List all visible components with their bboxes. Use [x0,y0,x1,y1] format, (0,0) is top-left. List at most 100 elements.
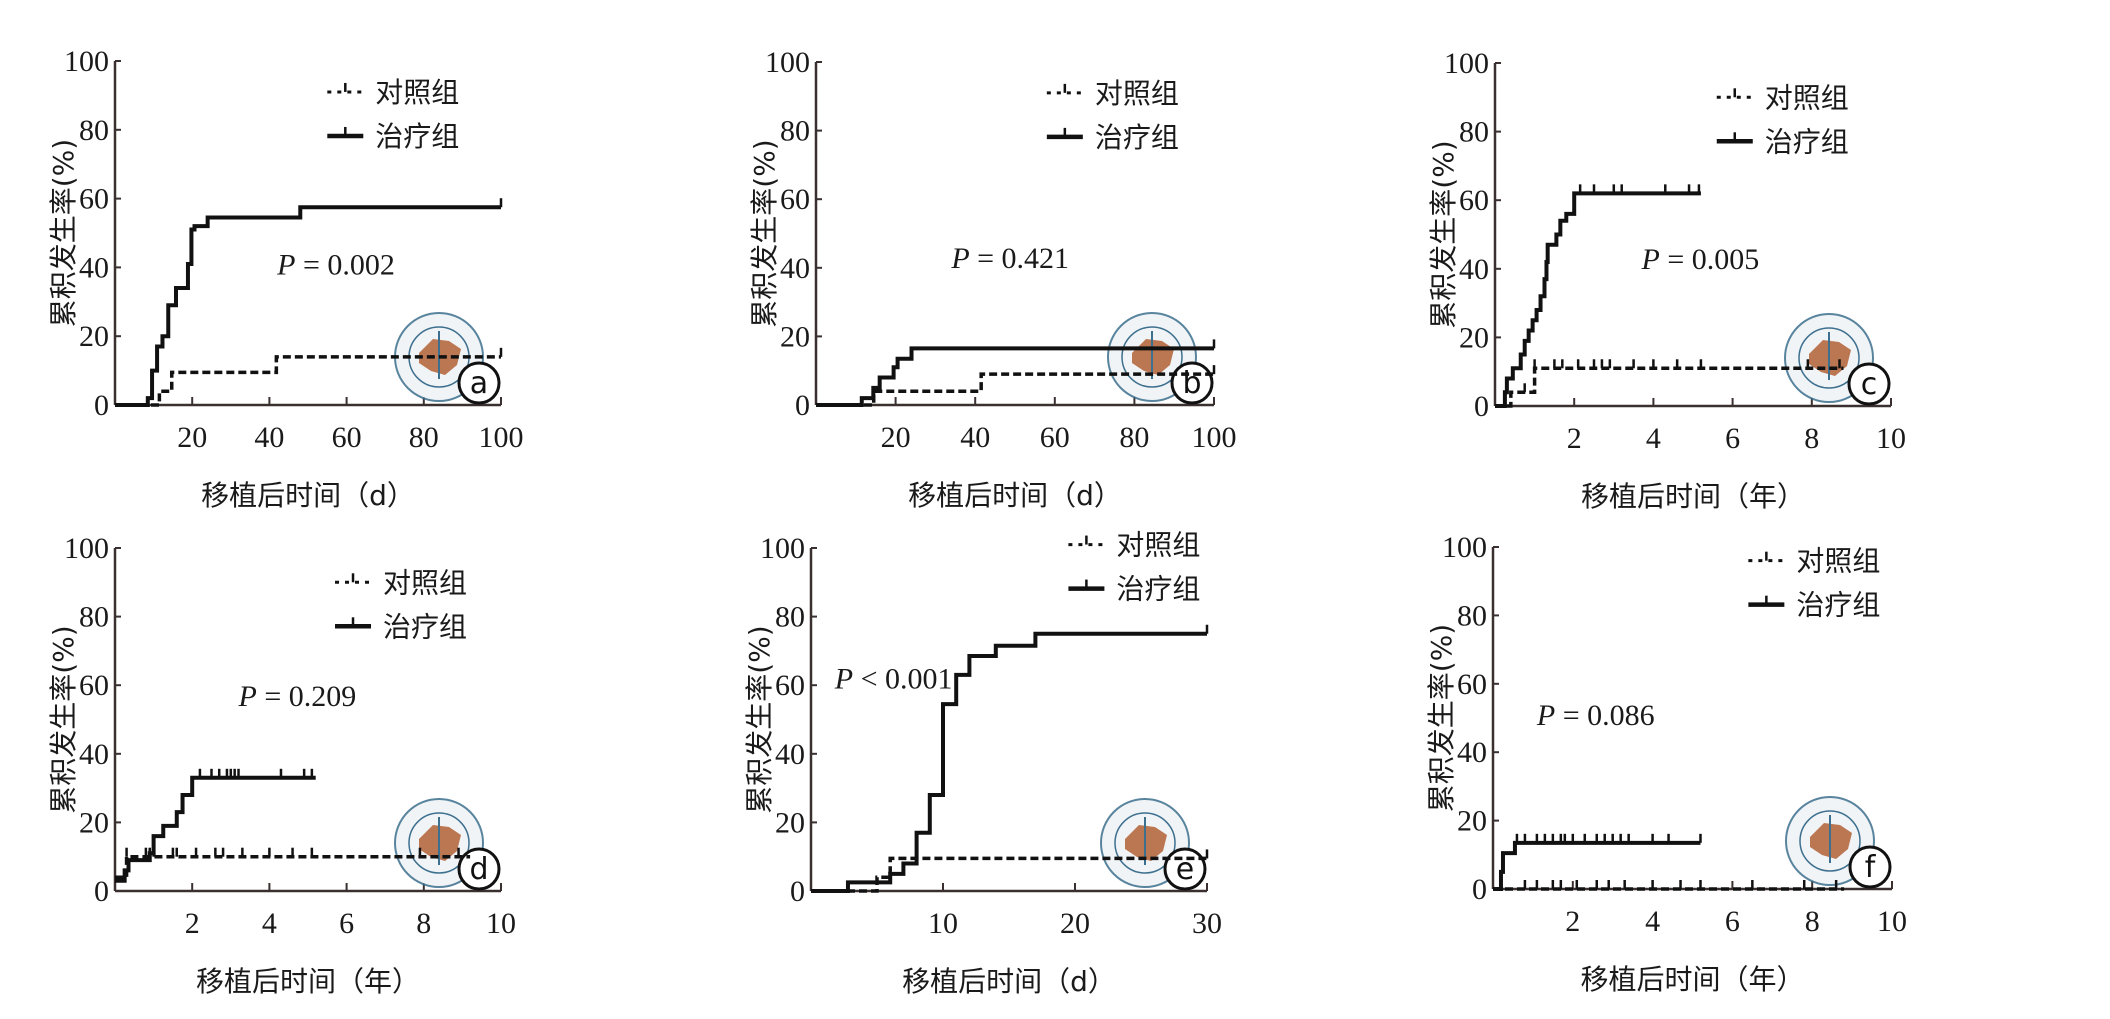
panel-letter: a [470,366,488,401]
y-tick-label: 40 [79,251,109,284]
legend-label-control: 对照组 [1095,77,1179,110]
panel-letter-circle [1847,362,1891,406]
y-tick-label: 100 [64,532,109,565]
x-tick-label: 2 [1567,422,1582,455]
p-value-text: = 0.002 [295,248,394,281]
p-value-annotation: P < 0.001 [834,663,953,696]
x-tick-label: 40 [960,421,990,454]
x-tick-label: 4 [262,907,277,940]
p-value-annotation: P = 0.086 [1536,699,1655,732]
chart-panel-c: 0 20 40 60 80 100 2 4 6 8 10 移植后时间（年） 累积发生率(%) c 对照组治疗… [1427,47,1906,513]
panel-letter-circle [1848,845,1892,889]
x-tick-label: 20 [881,421,911,454]
y-tick-label: 20 [775,806,805,839]
y-tick-label: 60 [79,183,109,216]
y-tick-label: 80 [79,601,109,634]
p-symbol: P [238,680,257,713]
treatment-series-line [1495,191,1701,408]
x-tick-label: 4 [1646,422,1661,455]
legend-label-treatment: 治疗组 [1765,125,1849,158]
p-value-annotation: P = 0.002 [276,248,395,281]
x-tick-label: 8 [1805,905,1820,938]
x-tick-label: 10 [1876,422,1906,455]
panel-letter: c [1861,367,1878,402]
chart-panel-d: 0 20 40 60 80 100 2 4 6 8 10 移植后时间（年） 累积发生率(%) d 对照组治疗… [47,532,516,998]
legend-label-treatment: 治疗组 [383,610,467,643]
y-tick-label: 40 [79,738,109,771]
y-tick-label: 20 [79,320,109,353]
y-tick-label: 40 [1459,253,1489,286]
x-tick-label: 10 [486,907,516,940]
x-tick-label: 10 [928,907,958,940]
control-series-line [115,355,501,407]
y-tick-label: 80 [780,115,810,148]
x-tick-label: 4 [1645,905,1660,938]
p-symbol: P [950,242,969,275]
panel-letter-circle [457,847,501,891]
x-axis-title: 移植后时间（d） [201,479,415,512]
y-tick-label: 60 [780,183,810,216]
y-tick-label: 0 [94,875,109,908]
x-axis-title: 移植后时间（年） [1580,963,1804,996]
x-tick-label: 80 [1119,421,1149,454]
y-tick-label: 40 [780,252,810,285]
panel-letter: b [1182,366,1201,401]
y-tick-label: 0 [795,389,810,422]
y-tick-label: 20 [1459,321,1489,354]
treatment-series-line [1493,840,1701,891]
p-value-annotation: P = 0.209 [238,680,357,713]
p-value-text: = 0.421 [970,242,1069,275]
y-tick-label: 60 [1457,668,1487,701]
legend-label-control: 对照组 [1796,545,1880,578]
y-axis-title: 累积发生率(%) [748,139,781,327]
y-tick-label: 100 [64,45,109,78]
x-axis-title: 移植后时间（d） [908,479,1122,512]
y-tick-label: 80 [1457,599,1487,632]
panel-letter: d [469,852,488,887]
p-value-text: = 0.005 [1660,243,1759,276]
y-tick-label: 0 [790,875,805,908]
control-series-line [816,372,1214,407]
x-tick-label: 10 [1877,905,1907,938]
y-axis-title: 累积发生率(%) [1427,140,1460,328]
x-tick-label: 100 [479,421,524,454]
y-tick-label: 0 [1474,390,1489,423]
seal-inner-ring [408,812,470,874]
y-axis-title: 累积发生率(%) [1425,624,1458,812]
legend-label-control: 对照组 [1765,81,1849,114]
treatment-series-line [115,205,501,407]
y-tick-label: 100 [1442,531,1487,564]
x-tick-label: 80 [409,421,439,454]
treatment-series-line [816,346,1214,407]
y-axis-title: 累积发生率(%) [47,625,80,813]
x-axis-title: 移植后时间（年） [1581,480,1805,513]
x-tick-label: 40 [254,421,284,454]
seal-inner-ring [1799,810,1861,872]
x-tick-label: 2 [1565,905,1580,938]
y-tick-label: 20 [79,806,109,839]
y-tick-label: 20 [1457,805,1487,838]
x-tick-label: 100 [1192,421,1237,454]
y-tick-label: 100 [760,532,805,565]
y-tick-label: 40 [1457,736,1487,769]
p-value-text: = 0.086 [1555,699,1654,732]
x-tick-label: 8 [416,907,431,940]
x-axis-title: 移植后时间（d） [902,965,1116,998]
y-tick-label: 80 [775,601,805,634]
seal-inner-ring [1114,812,1176,874]
legend-label-treatment: 治疗组 [375,120,459,153]
seal-inner-ring [1798,327,1860,389]
chart-panel-e: 0 20 40 60 80 100 10 20 30 移植后时间（d） 累积发生率(%) e 对照组治疗… [743,529,1222,998]
y-axis-title: 累积发生率(%) [743,625,776,813]
panel-letter: f [1865,850,1877,885]
x-tick-label: 6 [1725,905,1740,938]
y-tick-label: 80 [1459,116,1489,149]
treatment-series-line [811,631,1207,893]
chart-panel-f: 0 20 40 60 80 100 2 4 6 8 10 移植后时间（年） 累积发生率(%) f 对照组治疗… [1425,531,1907,996]
y-tick-label: 60 [79,669,109,702]
legend-label-control: 对照组 [375,76,459,109]
legend-label-control: 对照组 [383,566,467,599]
y-tick-label: 100 [1444,47,1489,80]
p-symbol: P [276,248,295,281]
x-tick-label: 60 [1040,421,1070,454]
